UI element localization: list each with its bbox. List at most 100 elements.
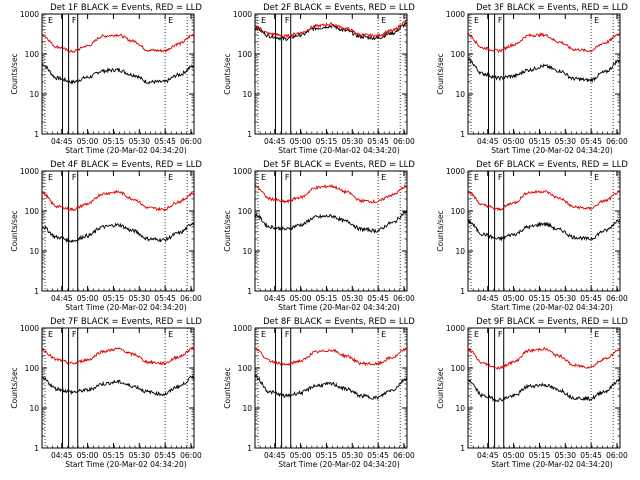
x-tick-label: 05:30 — [341, 451, 363, 460]
marker-label: E — [474, 330, 479, 339]
y-tick-label: 1000 — [20, 10, 39, 19]
y-tick-label: 1 — [247, 130, 252, 139]
x-tick-label: 05:00 — [290, 294, 312, 303]
x-tick-label: 06:00 — [180, 294, 202, 303]
x-tick-label: 05:45 — [367, 137, 389, 146]
marker-bracket — [281, 327, 292, 449]
marker-label: E — [594, 16, 599, 25]
x-tick-label: 05:45 — [154, 294, 176, 303]
y-axis-label: Counts/sec — [436, 210, 445, 251]
marker-label: E — [48, 173, 53, 182]
y-tick-label: 10 — [242, 90, 252, 99]
marker-label: E — [168, 173, 173, 182]
marker-bracket — [281, 170, 292, 292]
marker-label: E — [474, 173, 479, 182]
x-tick-label: 04:45 — [477, 137, 499, 146]
marker-bracket — [68, 13, 79, 135]
x-tick-label: 04:45 — [264, 294, 286, 303]
marker-bracket — [494, 170, 505, 292]
x-tick-label: 05:00 — [77, 451, 99, 460]
x-tick-label: 05:45 — [154, 137, 176, 146]
y-tick-label: 100 — [451, 50, 466, 59]
marker-label: F — [498, 173, 503, 182]
plot-frame — [41, 13, 195, 135]
x-tick-label: 05:30 — [554, 294, 576, 303]
x-axis-label: Start Time (20-Mar-02 04:34:20) — [65, 303, 187, 312]
x-tick-label: 06:00 — [393, 137, 415, 146]
detector-panel-8: Det 8F BLACK = Events, RED = LLD 1 10 100 10… — [223, 317, 415, 469]
marker-label: E — [474, 16, 479, 25]
x-tick-label: 04:45 — [477, 451, 499, 460]
y-tick-label: 1 — [34, 444, 39, 453]
x-tick-label: 04:45 — [51, 137, 73, 146]
x-tick-label: 05:15 — [316, 137, 338, 146]
x-tick-label: 05:30 — [128, 294, 150, 303]
panel-title: Det 2F BLACK = Events, RED = LLD — [263, 3, 415, 13]
y-tick-label: 10 — [455, 247, 465, 256]
detector-panel-5: Det 5F BLACK = Events, RED = LLD 1 10 100 10… — [223, 160, 415, 312]
marker-label: F — [285, 173, 290, 182]
x-tick-label: 05:15 — [316, 294, 338, 303]
events-series-line — [254, 210, 408, 235]
x-tick-label: 05:45 — [367, 451, 389, 460]
panel-title: Det 7F BLACK = Events, RED = LLD — [50, 317, 202, 327]
y-tick-label: 10 — [29, 90, 39, 99]
x-tick-label: 06:00 — [606, 137, 628, 146]
plot-frame — [467, 327, 621, 449]
detector-panel-1: Det 1F BLACK = Events, RED = LLD 1 10 100 10… — [10, 3, 202, 155]
events-series-line — [41, 63, 195, 85]
y-axis-label: Counts/sec — [10, 367, 19, 408]
x-tick-label: 04:45 — [51, 294, 73, 303]
plot-frame — [41, 170, 195, 292]
y-tick-label: 1000 — [20, 324, 39, 333]
y-tick-label: 100 — [238, 50, 253, 59]
x-tick-label: 05:30 — [554, 451, 576, 460]
y-axis-label: Counts/sec — [223, 367, 232, 408]
y-axis-label: Counts/sec — [10, 53, 19, 94]
detector-panel-2: Det 2F BLACK = Events, RED = LLD 1 10 100 10… — [223, 3, 415, 155]
plot-frame — [254, 13, 408, 135]
lld-series-line — [41, 33, 195, 53]
panel-title: Det 4F BLACK = Events, RED = LLD — [50, 160, 202, 170]
x-tick-label: 05:45 — [580, 137, 602, 146]
x-tick-label: 05:15 — [316, 451, 338, 460]
marker-label: E — [594, 173, 599, 182]
plot-frame — [254, 170, 408, 292]
y-tick-label: 1000 — [233, 324, 252, 333]
x-tick-label: 06:00 — [180, 451, 202, 460]
panel-title: Det 8F BLACK = Events, RED = LLD — [263, 317, 415, 327]
events-series-line — [254, 21, 408, 42]
y-tick-label: 1 — [460, 130, 465, 139]
lld-series-line — [41, 189, 195, 212]
lld-series-line — [468, 346, 621, 370]
marker-label: E — [168, 16, 173, 25]
events-series-line — [41, 374, 195, 397]
marker-label: F — [498, 16, 503, 25]
panel-title: Det 6F BLACK = Events, RED = LLD — [476, 160, 628, 170]
x-tick-label: 05:15 — [529, 451, 551, 460]
x-tick-label: 05:45 — [580, 451, 602, 460]
y-tick-label: 100 — [238, 207, 253, 216]
y-tick-label: 1000 — [446, 167, 465, 176]
y-tick-label: 1000 — [446, 10, 465, 19]
y-tick-label: 100 — [25, 364, 40, 373]
marker-label: F — [285, 16, 290, 25]
x-axis-label: Start Time (20-Mar-02 04:34:20) — [491, 460, 613, 469]
y-tick-label: 1000 — [446, 324, 465, 333]
y-tick-label: 1000 — [233, 10, 252, 19]
marker-label: E — [381, 16, 386, 25]
x-tick-label: 05:00 — [290, 451, 312, 460]
y-tick-label: 10 — [455, 404, 465, 413]
lld-series-line — [467, 32, 621, 54]
events-series-line — [467, 58, 621, 84]
marker-label: E — [261, 330, 266, 339]
marker-label: E — [48, 330, 53, 339]
detector-panel-3: Det 3F BLACK = Events, RED = LLD 1 10 100 10… — [436, 3, 628, 155]
y-tick-label: 10 — [242, 247, 252, 256]
y-tick-label: 1000 — [20, 167, 39, 176]
x-tick-label: 04:45 — [264, 451, 286, 460]
y-axis-label: Counts/sec — [10, 210, 19, 251]
marker-label: E — [168, 330, 173, 339]
x-axis-label: Start Time (20-Mar-02 04:34:20) — [65, 146, 187, 155]
marker-label: E — [594, 330, 599, 339]
